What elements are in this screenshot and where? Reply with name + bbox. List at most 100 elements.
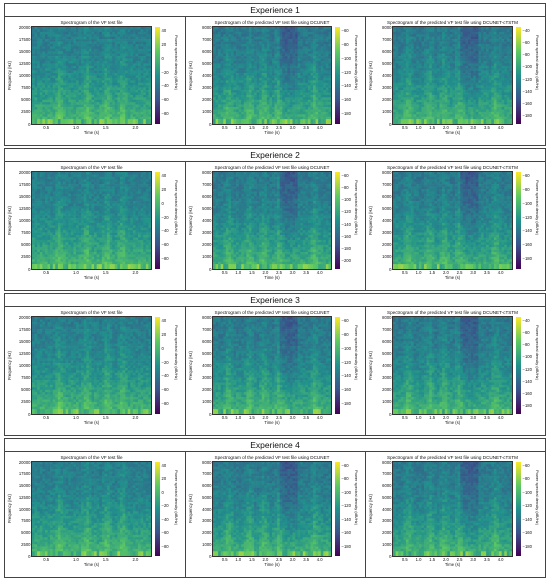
y-tick-label: 8000 [202,315,211,320]
colorbar-tick-label: −80 [162,256,169,261]
colorbar [155,462,160,556]
x-tick-label: 1.5 [103,125,109,130]
x-tick-label: 0.5 [222,270,228,275]
y-tick-label: 15000 [19,339,31,344]
colorbar-tick-label: −160 [342,234,351,239]
x-tick-label: 0.5 [222,415,228,420]
y-tick-label: 3000 [382,375,391,380]
y-tick-label: 15000 [19,483,31,488]
y-tick-label: 3000 [202,85,211,90]
colorbar-tick-label: −140 [523,379,532,384]
colorbar [155,27,160,124]
panel-title: Spectrogram of the VF test file [60,20,122,25]
y-tick-label: 5000 [382,206,391,211]
x-tick-label: 3.5 [484,415,490,420]
spectrogram-plot [392,316,513,415]
x-tick-label: 4.0 [317,557,323,562]
y-tick-label: 0 [209,122,211,127]
x-tick-label: 3.0 [470,125,476,130]
y-tick-label: 0 [209,267,211,272]
x-tick-label: 1.5 [249,415,255,420]
colorbar-tick-label: 40 [162,173,167,178]
y-tick-label: 4000 [382,507,391,512]
y-tick-label: 12500 [19,206,31,211]
y-axis-label: Frequency (Hz) [368,494,373,523]
colorbar-tick-label: −80 [342,42,349,47]
colorbar-tick-label: −100 [523,490,532,495]
y-tick-label: 5000 [21,387,30,392]
colorbar-tick-label: −160 [342,97,351,102]
y-tick-label: 2000 [202,387,211,392]
x-tick-label: 2.5 [457,415,463,420]
x-axis-label: Time (s) [264,130,279,135]
spectrogram-plot [31,461,152,557]
x-axis-label: Time (s) [264,562,279,567]
x-tick-label: 2.0 [443,415,449,420]
y-tick-label: 5000 [202,206,211,211]
x-tick-label: 3.5 [303,415,309,420]
spectrogram-plot [212,316,332,415]
colorbar [516,462,521,556]
colorbar-label: Power spectral density (dB/Hz) [174,180,179,235]
y-tick-label: 4000 [202,363,211,368]
x-tick-label: 0.5 [222,125,228,130]
colorbar-tick-label: −120 [342,360,351,365]
y-tick-label: 5000 [21,97,30,102]
colorbar-tick-label: 40 [162,28,167,33]
y-tick-label: 0 [209,554,211,559]
y-tick-label: 1000 [382,109,391,114]
x-tick-label: 1.0 [73,125,79,130]
x-tick-label: 1.0 [416,557,422,562]
y-tick-label: 2000 [382,387,391,392]
x-tick-label: 2.0 [443,270,449,275]
x-tick-label: 1.0 [416,415,422,420]
panel-title: Spectrogram of the predicted VF test fil… [387,455,518,460]
x-tick-label: 0.5 [402,415,408,420]
x-axis-label: Time (s) [264,275,279,280]
y-tick-label: 5000 [202,495,211,500]
colorbar-tick-label: −80 [162,544,169,549]
x-tick-label: 3.0 [290,270,296,275]
colorbar-tick-label: −60 [523,173,530,178]
spectrogram-plot [31,316,152,415]
y-tick-label: 1000 [382,542,391,547]
x-tick-label: 2.0 [133,270,139,275]
x-tick-label: 2.5 [457,557,463,562]
y-tick-label: 12500 [19,351,31,356]
colorbar-tick-label: −180 [342,544,351,549]
colorbar-tick-label: −60 [342,173,349,178]
x-tick-label: 2.0 [443,557,449,562]
y-tick-label: 3000 [202,518,211,523]
y-tick-label: 6000 [202,49,211,54]
y-tick-label: 2000 [202,97,211,102]
colorbar-label: Power spectral density (dB/Hz) [535,180,540,235]
x-tick-label: 4.0 [317,125,323,130]
x-tick-label: 1.0 [235,270,241,275]
y-tick-label: 0 [28,122,30,127]
y-axis-label: Frequency (Hz) [188,206,193,235]
x-axis-label: Time (s) [264,420,279,425]
y-tick-label: 5000 [382,495,391,500]
colorbar-tick-label: −80 [342,185,349,190]
y-axis-label: Frequency (Hz) [368,351,373,380]
colorbar-tick-label: −160 [342,530,351,535]
y-tick-label: 5000 [21,242,30,247]
panel-title: Spectrogram of the predicted VF test fil… [387,20,518,25]
colorbar-tick-label: 20 [162,476,167,481]
y-tick-label: 0 [209,412,211,417]
y-tick-label: 1000 [202,542,211,547]
colorbar-tick-label: −60 [523,330,530,335]
y-tick-label: 7000 [382,182,391,187]
y-axis-label: Frequency (Hz) [7,351,12,380]
y-tick-label: 1000 [382,254,391,259]
x-tick-label: 0.5 [402,125,408,130]
colorbar-tick-label: −80 [523,476,530,481]
colorbar-tick-label: −20 [162,360,169,365]
x-tick-label: 2.0 [263,125,269,130]
panel-title: Spectrogram of the predicted VF test fil… [215,165,330,170]
y-axis-label: Frequency (Hz) [7,206,12,235]
y-tick-label: 6000 [382,49,391,54]
colorbar-label: Power spectral density (dB/Hz) [535,470,540,525]
colorbar-tick-label: −180 [523,113,532,118]
